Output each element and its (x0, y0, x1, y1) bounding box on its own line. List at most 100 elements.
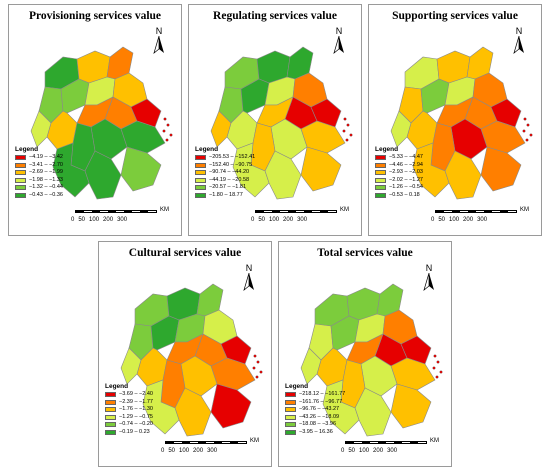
choropleth-map (300, 283, 443, 437)
legend-item: −1.29 – −0.75 (105, 414, 153, 422)
legend-item: −43.26 – −18.09 (285, 414, 345, 422)
panel-title: Provisioning services value (28, 10, 162, 22)
scale-bar: KM 0 50 100 200 300 (71, 207, 169, 223)
island-marker (169, 133, 173, 137)
island-marker (162, 129, 166, 133)
north-arrow-icon: N (241, 264, 257, 296)
legend-item: −152.40 – −90.75 (195, 162, 255, 170)
legend-item: −2.39 – −1.77 (105, 399, 153, 407)
scale-bar: KM 0 50 100 200 300 (431, 207, 529, 223)
north-label: N (425, 263, 433, 273)
legend-item: −4.46 – −2.94 (375, 162, 423, 170)
scale-bar: KM 0 50 100 200 300 (161, 438, 259, 454)
map-region (390, 383, 432, 429)
map-region (210, 383, 252, 429)
island-marker (529, 133, 533, 137)
map-legend: Legend −5.33 – −4.47 −4.46 – −2.94 −2.93… (375, 146, 423, 199)
choropleth-map (120, 283, 263, 437)
island-marker (253, 354, 257, 358)
map-region (130, 98, 162, 128)
map-legend: Legend −205.53 – −152.41 −152.40 – −90.7… (195, 146, 255, 199)
island-marker (252, 366, 256, 370)
island-marker (435, 375, 439, 379)
legend-item: −3.69 – −2.40 (105, 391, 153, 399)
north-label: N (155, 26, 163, 36)
island-marker (256, 360, 260, 364)
island-marker (166, 123, 170, 127)
map-region (322, 379, 360, 435)
map-panel-provisioning: Provisioning services value N Legend −4.… (8, 4, 182, 236)
choropleth-map (390, 46, 533, 200)
island-marker (432, 366, 436, 370)
map-region (210, 110, 232, 148)
legend-item: −1.98 – −1.33 (15, 177, 63, 185)
island-marker (349, 133, 353, 137)
map-region (480, 146, 522, 192)
island-marker (526, 123, 530, 127)
legend-item: −90.74 – −44.20 (195, 169, 255, 177)
island-marker (255, 375, 259, 379)
legend-item: −96.76 – −43.27 (285, 406, 345, 414)
legend-item: −2.02 – −1.27 (375, 177, 423, 185)
legend-item: −2.93 – −2.03 (375, 169, 423, 177)
map-legend: Legend −218.12 – −161.77 −161.76 – −96.7… (285, 383, 345, 436)
legend-item: −4.19 – −3.42 (15, 154, 63, 162)
map-legend: Legend −4.19 – −3.42 −3.41 – −2.70 −2.69… (15, 146, 63, 199)
legend-item: −0.43 – −0.36 (15, 192, 63, 200)
island-marker (523, 117, 527, 121)
island-marker (345, 138, 349, 142)
scale-bar: KM 0 50 100 200 300 (251, 207, 349, 223)
legend-item: −20.57 – −1.81 (195, 184, 255, 192)
map-region (30, 110, 52, 148)
legend-item: −1.76 – −1.30 (105, 406, 153, 414)
legend-title: Legend (15, 146, 39, 153)
legend-title: Legend (285, 383, 309, 390)
map-region (300, 146, 342, 192)
north-arrow-icon: N (151, 27, 167, 59)
map-legend: Legend −3.69 – −2.40 −2.39 – −1.77 −1.76… (105, 383, 153, 436)
map-region (490, 98, 522, 128)
legend-item: −0.74 – −0.20 (105, 421, 153, 429)
legend-item: −3.95 – 16.36 (285, 429, 345, 437)
legend-item: −218.12 – −161.77 (285, 391, 345, 399)
panel-title: Cultural services value (128, 247, 242, 259)
island-marker (343, 117, 347, 121)
scale-bar: KM 0 50 100 200 300 (341, 438, 439, 454)
map-region (142, 379, 180, 435)
map-region (390, 110, 412, 148)
map-region (232, 142, 270, 198)
legend-item: −5.33 – −4.47 (375, 154, 423, 162)
map-region (300, 347, 322, 385)
panel-title: Regulating services value (213, 10, 337, 22)
legend-item: −3.41 – −2.70 (15, 162, 63, 170)
legend-item: −1.32 – −0.44 (15, 184, 63, 192)
choropleth-map (210, 46, 353, 200)
island-marker (522, 129, 526, 133)
map-panel-regulating: Regulating services value N Legend −205.… (188, 4, 362, 236)
map-region (310, 98, 342, 128)
legend-item: −0.53 – 0.18 (375, 192, 423, 200)
legend-item: −1.26 – −0.54 (375, 184, 423, 192)
map-region (412, 142, 450, 198)
north-label: N (245, 263, 253, 273)
north-label: N (515, 26, 523, 36)
legend-item: −161.76 – −96.77 (285, 399, 345, 407)
map-panel-cultural: Cultural services value N Legend −3.69 –… (98, 241, 272, 467)
map-region (220, 335, 252, 365)
island-marker (436, 360, 440, 364)
island-marker (163, 117, 167, 121)
legend-item: −44.19 – −20.58 (195, 177, 255, 185)
north-arrow-icon: N (421, 264, 437, 296)
north-label: N (335, 26, 343, 36)
map-region (120, 347, 142, 385)
legend-title: Legend (375, 146, 399, 153)
island-marker (342, 129, 346, 133)
island-marker (346, 123, 350, 127)
legend-item: −0.19 – 0.23 (105, 429, 153, 437)
island-marker (259, 370, 263, 374)
island-marker (433, 354, 437, 358)
island-marker (439, 370, 443, 374)
legend-item: −205.53 – −152.41 (195, 154, 255, 162)
panel-title: Supporting services value (392, 10, 518, 22)
north-arrow-icon: N (331, 27, 347, 59)
